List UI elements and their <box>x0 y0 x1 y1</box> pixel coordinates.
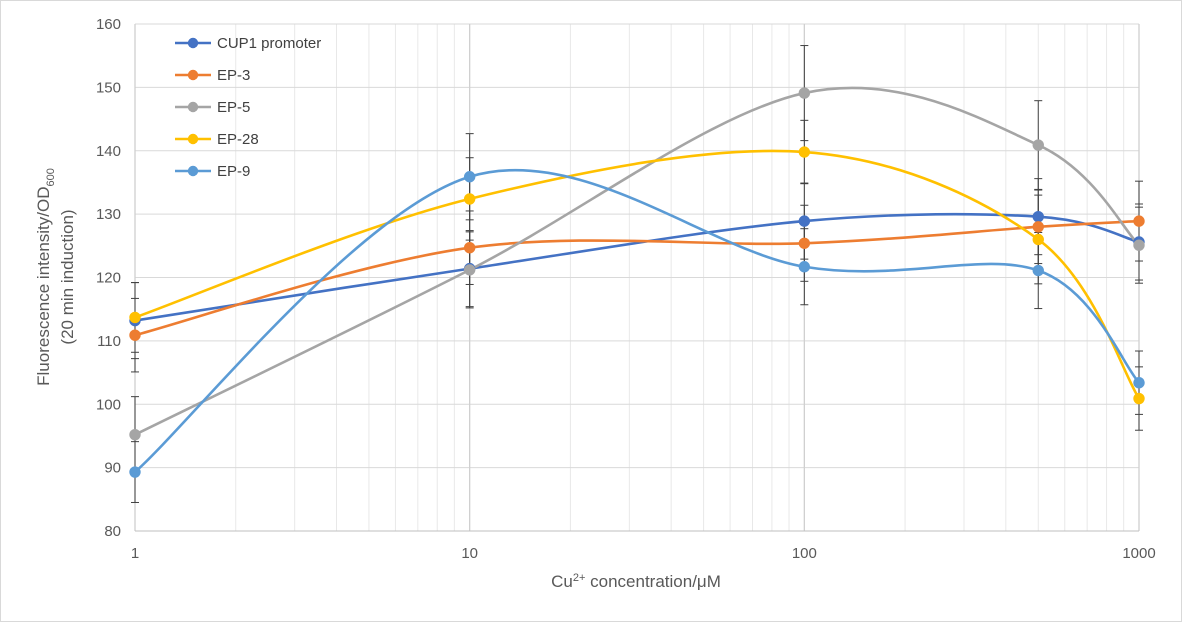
series-line-1 <box>134 219 1140 337</box>
x-tick-label: 100 <box>792 545 817 562</box>
series-line-3 <box>134 149 1141 400</box>
data-point <box>1032 139 1044 151</box>
y-tick-label: 80 <box>104 523 121 540</box>
y-tick-label: 120 <box>96 270 121 287</box>
series-line-2 <box>134 86 1140 436</box>
y-tick-label: 130 <box>96 206 121 223</box>
y-axis-title: Fluorescence intensity/OD600 (20 min ind… <box>34 168 77 386</box>
legend-label: EP-28 <box>217 131 259 148</box>
data-point <box>798 215 811 227</box>
series-line-4 <box>134 168 1140 474</box>
legend-label: EP-3 <box>217 67 250 84</box>
series-lines <box>134 86 1141 474</box>
data-point <box>1133 215 1145 227</box>
legend-marker <box>187 133 199 145</box>
data-point <box>1032 233 1044 246</box>
legend-marker <box>187 69 199 81</box>
legend-marker <box>187 165 199 177</box>
data-point <box>129 466 141 478</box>
svg-text:(20 min induction): (20 min induction) <box>58 209 77 344</box>
data-point <box>1133 377 1145 389</box>
legend-label: CUP1 promoter <box>217 35 321 52</box>
x-axis-ticks: 1 10 100 1000 <box>131 545 1156 562</box>
x-tick-label: 1000 <box>1122 545 1155 562</box>
data-point <box>798 237 811 249</box>
series-points <box>129 87 1145 478</box>
major-gridlines <box>134 23 1140 532</box>
legend-marker <box>187 101 199 113</box>
x-tick-label: 1 <box>131 545 139 562</box>
data-point <box>1032 221 1044 233</box>
data-point <box>129 329 141 341</box>
y-tick-label: 150 <box>96 79 121 96</box>
y-tick-label: 110 <box>97 333 121 350</box>
legend-marker <box>187 37 199 49</box>
data-point <box>129 428 141 441</box>
legend: CUP1 promoter EP-3 EP-5 EP-28 EP-9 <box>175 35 321 180</box>
svg-text:Fluorescence intensity/OD600: Fluorescence intensity/OD600 <box>34 168 57 386</box>
data-point <box>463 242 476 254</box>
data-point <box>1032 264 1044 277</box>
data-point <box>129 311 141 324</box>
y-tick-label: 140 <box>96 143 121 160</box>
legend-label: EP-5 <box>217 99 250 116</box>
data-point <box>798 261 811 273</box>
y-axis-ticks: 80 90 100 110 120 130 140 150 160 <box>96 16 121 540</box>
y-tick-label: 100 <box>96 396 121 413</box>
data-point <box>463 193 476 205</box>
x-tick-label: 10 <box>461 545 478 562</box>
y-tick-label: 90 <box>104 460 121 477</box>
legend-label: EP-9 <box>217 163 250 180</box>
data-point <box>1133 392 1145 405</box>
data-point <box>798 146 811 158</box>
data-point <box>1032 210 1044 223</box>
x-axis-title: Cu2+ concentration/μM <box>551 572 721 591</box>
data-point <box>463 264 476 276</box>
data-point <box>463 171 476 183</box>
error-bars <box>131 45 1143 503</box>
data-point <box>1133 239 1145 251</box>
data-point <box>798 87 811 99</box>
y-tick-label: 160 <box>96 16 121 33</box>
